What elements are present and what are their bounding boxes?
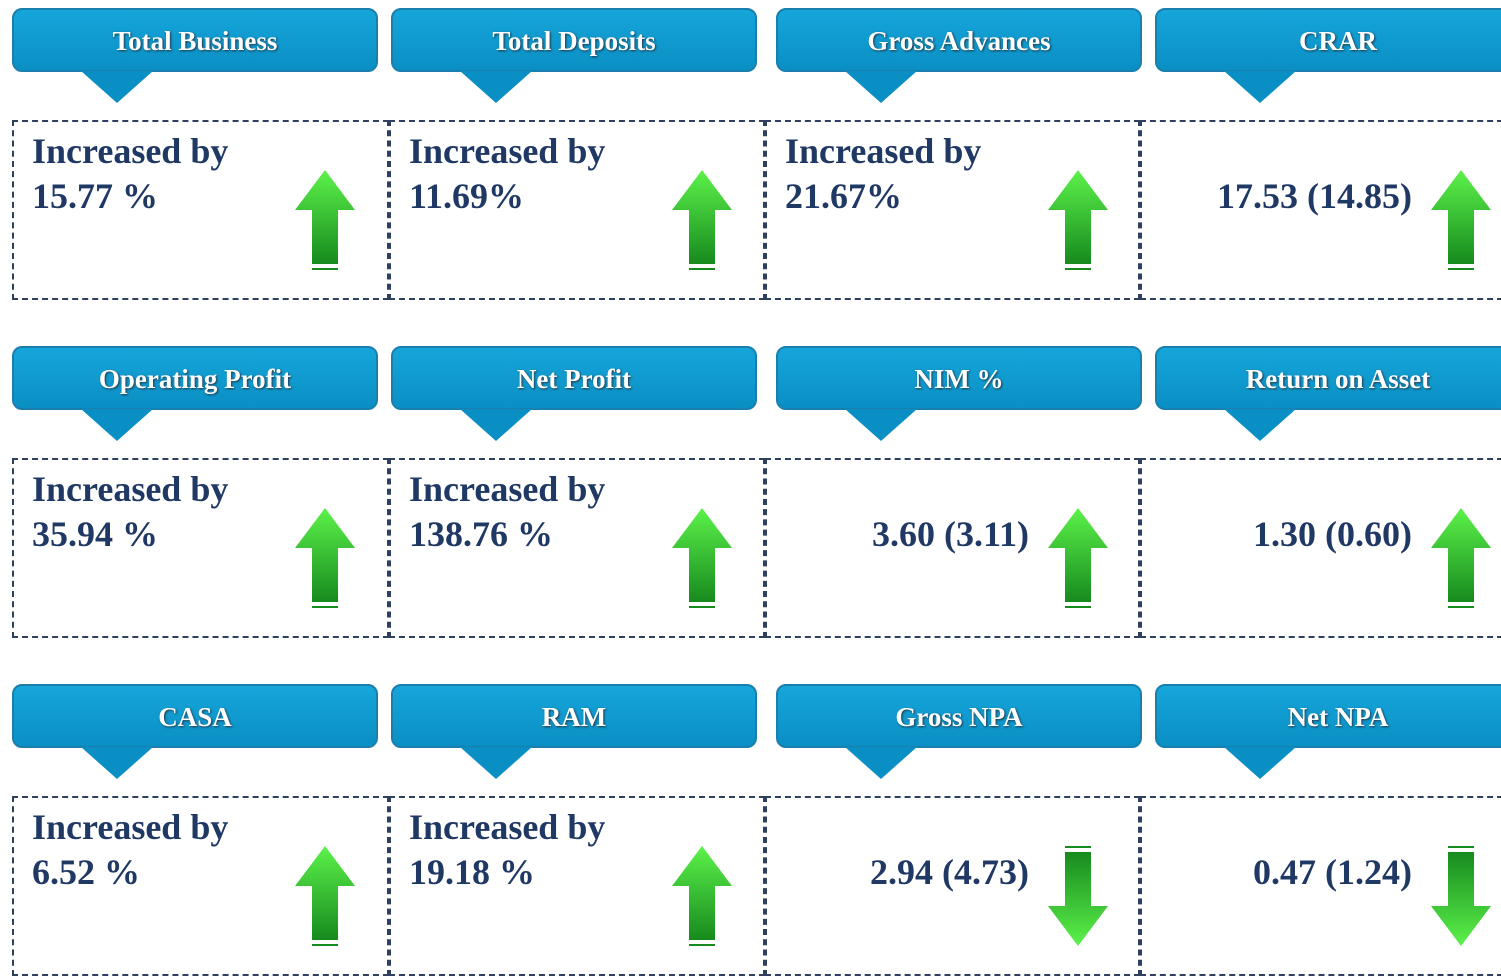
card-text: 35.94 %: [32, 514, 158, 554]
header-pointer: [81, 409, 153, 441]
card-text: 11.69%: [409, 176, 525, 216]
header-pointer: [460, 409, 532, 441]
card-body: [765, 120, 1140, 300]
header-pointer: [1224, 747, 1296, 779]
header-pointer: [460, 747, 532, 779]
header-pointer: [81, 71, 153, 103]
trend-arrow: [672, 846, 732, 946]
card-text: Increased by: [409, 807, 606, 847]
card-header: CRAR: [1155, 8, 1501, 72]
trend-arrow: [295, 508, 355, 608]
card-header: Net NPA: [1155, 684, 1501, 748]
header-pointer: [845, 71, 917, 103]
card-header: Total Business: [12, 8, 378, 72]
card-header: CASA: [12, 684, 378, 748]
trend-arrow: [1431, 170, 1491, 270]
card-body: [389, 120, 765, 300]
trend-arrow: [1431, 508, 1491, 608]
card-text: Increased by: [32, 807, 229, 847]
card-text: 6.52 %: [32, 852, 140, 892]
card-text: Increased by: [32, 469, 229, 509]
card-body: [1140, 458, 1501, 638]
card-header: Return on Asset: [1155, 346, 1501, 410]
card-value: 17.53 (14.85): [1217, 176, 1412, 216]
card-header: Operating Profit: [12, 346, 378, 410]
card-text: 19.18 %: [409, 852, 535, 892]
card-header: NIM %: [776, 346, 1142, 410]
trend-arrow: [1048, 170, 1108, 270]
trend-arrow: [1048, 508, 1108, 608]
trend-arrow: [1431, 846, 1491, 946]
card-header: Net Profit: [391, 346, 757, 410]
header-pointer: [1224, 71, 1296, 103]
header-pointer: [81, 747, 153, 779]
card-header: Total Deposits: [391, 8, 757, 72]
card-header: Gross NPA: [776, 684, 1142, 748]
card-text: 21.67%: [785, 176, 902, 216]
card-header: RAM: [391, 684, 757, 748]
card-body: [765, 458, 1140, 638]
card-value: 1.30 (0.60): [1253, 514, 1412, 554]
card-body: [12, 458, 389, 638]
card-body: [1140, 120, 1501, 300]
card-body: [12, 120, 389, 300]
card-text: Increased by: [785, 131, 982, 171]
header-pointer: [460, 71, 532, 103]
card-text: 138.76 %: [409, 514, 553, 554]
trend-arrow: [295, 170, 355, 270]
header-pointer: [845, 409, 917, 441]
card-text: Increased by: [32, 131, 229, 171]
trend-arrow: [295, 846, 355, 946]
header-pointer: [1224, 409, 1296, 441]
card-value: 2.94 (4.73): [870, 852, 1029, 892]
trend-arrow: [1048, 846, 1108, 946]
card-text: Increased by: [409, 131, 606, 171]
card-header: Gross Advances: [776, 8, 1142, 72]
card-text: 15.77 %: [32, 176, 158, 216]
card-body: [389, 458, 765, 638]
card-text: Increased by: [409, 469, 606, 509]
card-value: 0.47 (1.24): [1253, 852, 1412, 892]
trend-arrow: [672, 508, 732, 608]
header-pointer: [845, 747, 917, 779]
card-value: 3.60 (3.11): [872, 514, 1029, 554]
trend-arrow: [672, 170, 732, 270]
